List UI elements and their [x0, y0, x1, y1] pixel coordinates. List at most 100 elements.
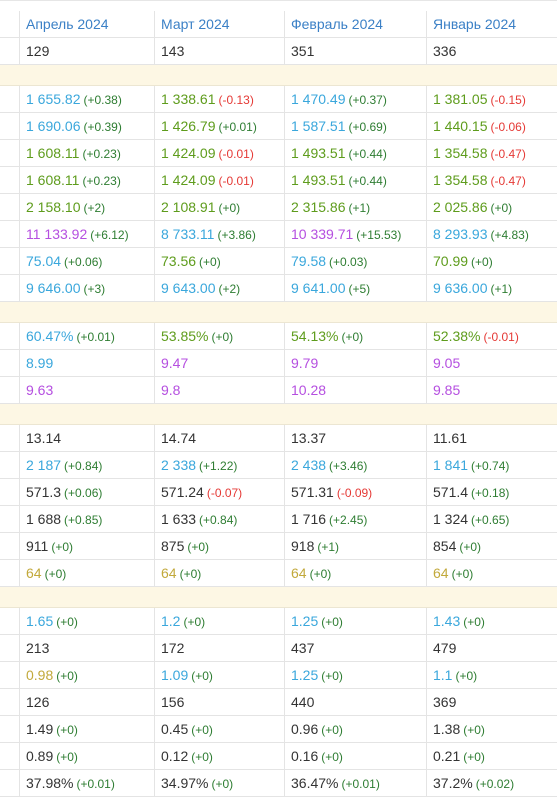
cell-value: 1.38 — [433, 721, 461, 737]
cell-value: 1 354.58 — [433, 172, 488, 188]
row-gutter — [0, 743, 20, 769]
cell-value: 10 339.71 — [291, 226, 354, 242]
cell-value: 571.31 — [291, 484, 334, 500]
cell-delta: (+3.86) — [217, 228, 256, 242]
cell: 1 688 (+0.85) — [20, 506, 155, 532]
cell-value: 1.1 — [433, 667, 453, 683]
cell-value: 9.47 — [161, 355, 189, 371]
data-row: 9 646.00 (+3) 9 643.00 (+2) 9 641.00 (+5) 9 63… — [0, 275, 557, 302]
cell: 2 108.91 (+0) — [155, 194, 285, 220]
data-row: 9.63 9.8 10.28 9.85 — [0, 377, 557, 404]
row-gutter — [0, 608, 20, 634]
cell-value: 70.99 — [433, 253, 469, 269]
data-row: 37.98% (+0.01) 34.97% (+0) 36.47% (+0.01) 37.2… — [0, 770, 557, 797]
cell-delta: (+0) — [455, 669, 478, 683]
cell: 1 655.82 (+0.38) — [20, 86, 155, 112]
row-gutter — [0, 689, 20, 715]
cell: 336 — [427, 38, 557, 64]
cell-value: 1.43 — [433, 613, 461, 629]
cell-value: 2 315.86 — [291, 199, 346, 215]
data-row: 11 133.92 (+6.12) 8 733.11 (+3.86) 10 339.71… — [0, 221, 557, 248]
cell-value: 1.2 — [161, 613, 181, 629]
cell-value: 8 733.11 — [161, 226, 215, 242]
cell: 1 424.09 (-0.01) — [155, 167, 285, 193]
data-row: 213 172 437 479 — [0, 635, 557, 662]
cell-value: 9.8 — [161, 382, 181, 398]
cell-value: 1.49 — [26, 721, 54, 737]
cell: 0.45 (+0) — [155, 716, 285, 742]
cell: 9 643.00 (+2) — [155, 275, 285, 301]
data-row: 1 688 (+0.85) 1 633 (+0.84) 1 716 (+2.45) 1 32… — [0, 506, 557, 533]
cell: 37.98% (+0.01) — [20, 770, 155, 796]
cell-value: 213 — [26, 640, 50, 656]
cell: 36.47% (+0.01) — [285, 770, 427, 796]
cell: 1 716 (+2.45) — [285, 506, 427, 532]
cell-value: 1 381.05 — [433, 91, 488, 107]
cell-delta: (+2) — [218, 282, 241, 296]
cell-value: 2 338 — [161, 457, 197, 473]
cell-delta: (+0.03) — [329, 255, 368, 269]
cell-value: 571.4 — [433, 484, 469, 500]
cell-value: 37.98% — [26, 775, 74, 791]
cell: 440 — [285, 689, 427, 715]
row-gutter — [0, 662, 20, 688]
cell: 156 — [155, 689, 285, 715]
row-gutter — [0, 479, 20, 505]
row-gutter — [0, 533, 20, 559]
cell: 11.61 — [427, 425, 557, 451]
cell: 571.4 (+0.18) — [427, 479, 557, 505]
cell-delta: (+0) — [51, 540, 74, 554]
cell-delta: (+0.84) — [64, 459, 103, 473]
cell: 1 608.11 (+0.23) — [20, 140, 155, 166]
cell-delta: (+4.83) — [490, 228, 529, 242]
cell-value: 336 — [433, 43, 457, 59]
row-gutter — [0, 635, 20, 661]
data-row: 13.14 14.74 13.37 11.61 — [0, 425, 557, 452]
cell-delta: (+0.01) — [76, 777, 115, 791]
row-gutter — [0, 221, 20, 247]
cell-delta: (+0.84) — [199, 513, 238, 527]
cell: 571.3 (+0.06) — [20, 479, 155, 505]
cell-delta: (-0.47) — [490, 147, 526, 161]
cell-value: 2 108.91 — [161, 199, 216, 215]
cell-delta: (-0.13) — [218, 93, 254, 107]
cell: 52.38% (-0.01) — [427, 323, 557, 349]
cell-delta: (+0) — [191, 723, 213, 737]
cell-delta: (+0.69) — [348, 120, 387, 134]
cell-delta: (+0) — [463, 723, 485, 737]
cell-value: 1 440.15 — [433, 118, 488, 134]
cell-value: 571.24 — [161, 484, 204, 500]
cell-value: 2 187 — [26, 457, 62, 473]
cell: 1.1 (+0) — [427, 662, 557, 688]
cell-value: 2 158.10 — [26, 199, 81, 215]
cell-value: 54.13% — [291, 328, 339, 344]
cell-value: 60.47% — [26, 328, 74, 344]
row-gutter — [0, 506, 20, 532]
cell-value: 1 841 — [433, 457, 469, 473]
row-gutter — [0, 140, 20, 166]
cell: 34.97% (+0) — [155, 770, 285, 796]
data-row: 1 690.06 (+0.39) 1 426.79 (+0.01) 1 587.51 (+… — [0, 113, 557, 140]
cell-delta: (-0.15) — [490, 93, 526, 107]
cell: 2 338 (+1.22) — [155, 452, 285, 478]
cell: 1 841 (+0.74) — [427, 452, 557, 478]
section-separator — [0, 404, 557, 425]
cell: 2 315.86 (+1) — [285, 194, 427, 220]
cell-value: 479 — [433, 640, 457, 656]
cell-value: 369 — [433, 694, 457, 710]
cell-value: 1 655.82 — [26, 91, 81, 107]
cell-value: 9.05 — [433, 355, 461, 371]
row-gutter — [0, 323, 20, 349]
cell-delta: (+0.23) — [82, 174, 121, 188]
section-separator — [0, 65, 557, 86]
cell: 875 (+0) — [155, 533, 285, 559]
row-gutter — [0, 113, 20, 139]
cell: 10.28 — [285, 377, 427, 403]
cell-value: 1 633 — [161, 511, 197, 527]
cell-value: 9.79 — [291, 355, 319, 371]
cell-value: 143 — [161, 43, 185, 59]
cell-delta: (+2.45) — [329, 513, 368, 527]
cell: 213 — [20, 635, 155, 661]
section-separator — [0, 587, 557, 608]
data-row: 129 143 351 336 — [0, 38, 557, 65]
